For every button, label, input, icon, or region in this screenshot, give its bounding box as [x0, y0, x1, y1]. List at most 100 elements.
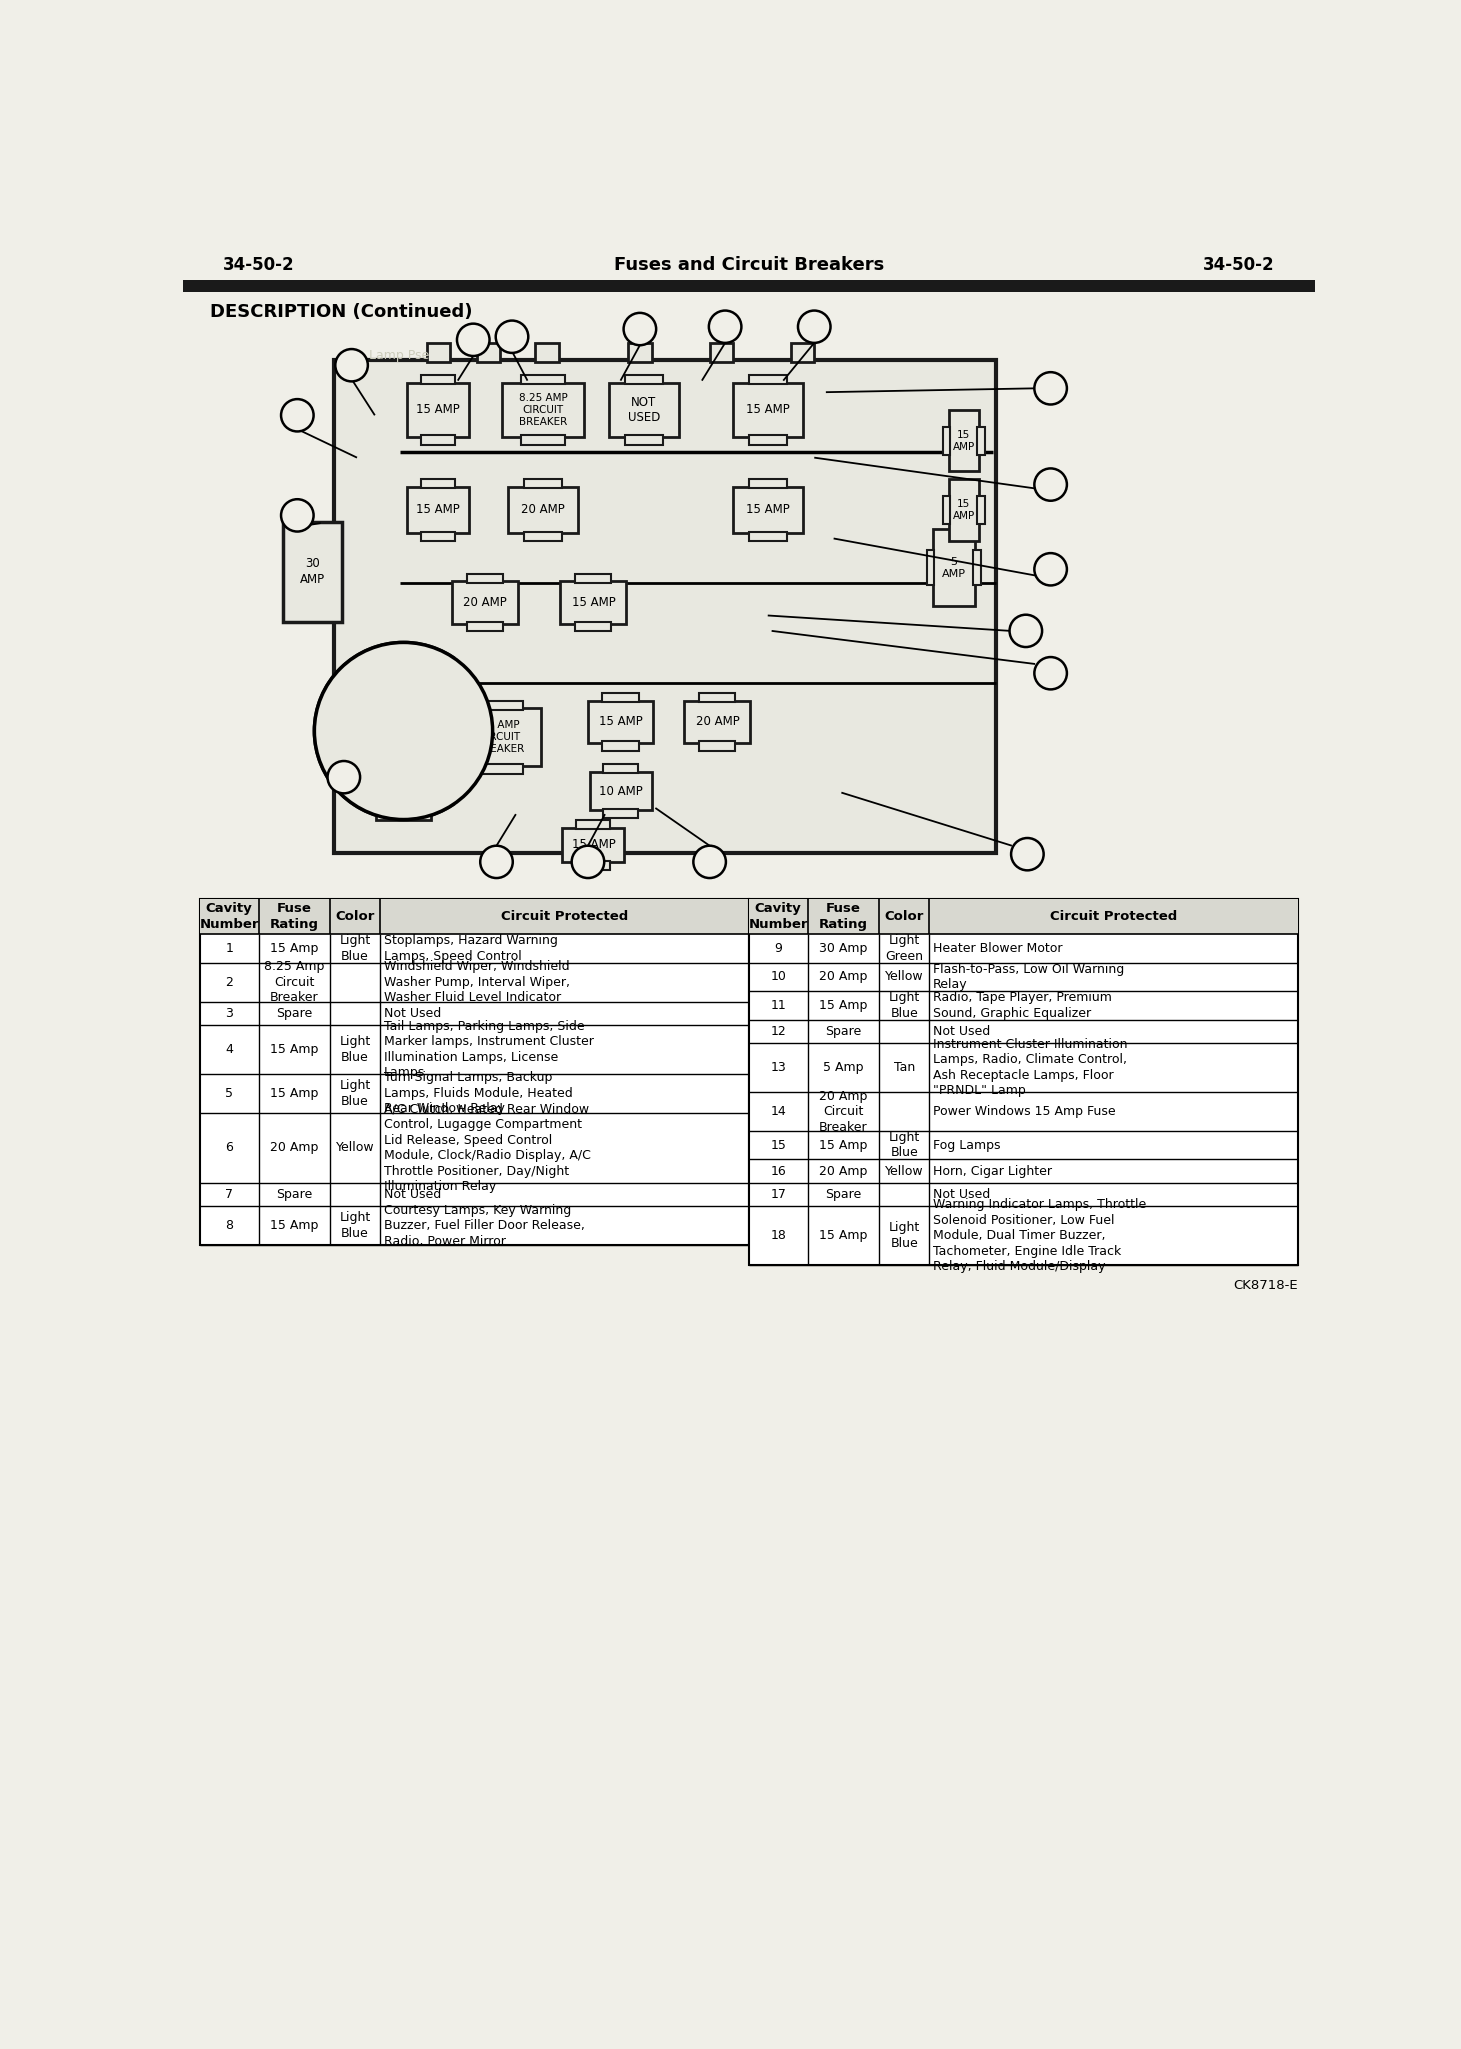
Bar	[700, 742, 735, 750]
Circle shape	[624, 313, 656, 344]
Text: 9: 9	[292, 508, 302, 522]
Text: Light
Blue: Light Blue	[339, 934, 371, 963]
Text: 20 AMP
CIRCUIT
BREAKER: 20 AMP CIRCUIT BREAKER	[476, 719, 524, 754]
Bar	[576, 574, 612, 582]
Bar	[561, 582, 627, 623]
Text: 4: 4	[809, 320, 818, 334]
Text: Power Windows 15 Amp Fuse: Power Windows 15 Amp Fuse	[934, 1104, 1116, 1119]
Text: Spare: Spare	[825, 1188, 862, 1201]
Text: Not Used: Not Used	[934, 1024, 991, 1037]
Text: 15 AMP: 15 AMP	[599, 715, 643, 727]
Text: 13: 13	[1042, 561, 1059, 576]
Text: 5
AMP: 5 AMP	[942, 557, 966, 578]
Text: Not Used: Not Used	[934, 1188, 991, 1201]
Text: 17: 17	[770, 1188, 786, 1201]
Circle shape	[281, 400, 314, 432]
Bar	[628, 342, 652, 363]
Text: 15 AMP: 15 AMP	[747, 504, 789, 516]
Circle shape	[1034, 658, 1067, 688]
Bar	[790, 342, 814, 363]
Text: Flash-to-Pass, Low Oil Warning
Relay: Flash-to-Pass, Low Oil Warning Relay	[934, 963, 1125, 992]
Circle shape	[336, 348, 368, 381]
Text: 15 Amp: 15 Amp	[270, 1086, 318, 1100]
Text: 1: 1	[225, 943, 234, 955]
Text: Tail Lamps, Parking Lamps, Side
Marker lamps, Instrument Cluster
Illumination La: Tail Lamps, Parking Lamps, Side Marker l…	[384, 1020, 595, 1080]
Circle shape	[1034, 373, 1067, 404]
Text: Circuit Protected: Circuit Protected	[1050, 910, 1178, 922]
Bar	[942, 496, 950, 525]
Text: 15 Amp: 15 Amp	[820, 1229, 868, 1242]
Bar	[733, 488, 802, 533]
Bar	[748, 375, 787, 385]
Bar	[926, 551, 935, 586]
Bar	[427, 342, 450, 363]
Bar	[700, 693, 735, 703]
Text: Cavity
Number: Cavity Number	[748, 902, 808, 930]
Text: Light
Blue: Light Blue	[339, 1035, 371, 1063]
Text: 20 Amp
Circuit
Breaker: 20 Amp Circuit Breaker	[820, 1090, 868, 1133]
Text: Yellow: Yellow	[885, 971, 923, 984]
Text: 20 Amp: 20 Amp	[820, 971, 868, 984]
Text: Light
Green: Light Green	[885, 934, 923, 963]
Text: 20 AMP: 20 AMP	[522, 504, 565, 516]
Text: 6: 6	[507, 330, 516, 344]
Text: 11: 11	[770, 1000, 786, 1012]
Text: 5: 5	[225, 1086, 234, 1100]
Bar	[603, 764, 637, 772]
Bar	[200, 900, 749, 1246]
Text: Not Used: Not Used	[384, 1006, 441, 1020]
Text: A/C Clutch, Heated Rear Window
Control, Lugagge Compartment
Lid Release, Speed C: A/C Clutch, Heated Rear Window Control, …	[384, 1102, 592, 1193]
Circle shape	[709, 311, 741, 342]
Text: NOT
USED: NOT USED	[628, 395, 660, 424]
Text: Stoplamps, Hazard Warning
Lamps, Speed Control: Stoplamps, Hazard Warning Lamps, Speed C…	[384, 934, 558, 963]
Text: 18: 18	[770, 1229, 786, 1242]
Text: Warning Indicator Lamps, Throttle
Solenoid Positioner, Low Fuel
Module, Dual Tim: Warning Indicator Lamps, Throttle Soleno…	[934, 1199, 1147, 1272]
Bar	[603, 809, 637, 818]
Bar	[503, 383, 584, 436]
Bar	[183, 281, 1315, 293]
Text: 15
AMP: 15 AMP	[953, 500, 974, 520]
Bar	[589, 772, 652, 809]
Text: 2: 2	[636, 322, 644, 336]
Text: Fuse
Rating: Fuse Rating	[818, 902, 868, 930]
Bar	[524, 479, 562, 488]
Bar	[377, 793, 431, 820]
Text: Turn Signal Lamps, Backup
Lamps, Fluids Module, Heated
Rear Window Relay: Turn Signal Lamps, Backup Lamps, Fluids …	[384, 1072, 573, 1115]
Bar	[283, 522, 342, 621]
Text: 11: 11	[335, 770, 352, 785]
Bar	[977, 426, 985, 455]
Text: 10 AMP: 10 AMP	[599, 785, 643, 797]
Text: 7: 7	[1046, 381, 1055, 395]
Text: Light
Blue: Light Blue	[339, 1080, 371, 1109]
Bar	[602, 693, 638, 703]
Bar	[748, 531, 787, 541]
Circle shape	[281, 500, 314, 531]
Text: 17: 17	[579, 854, 596, 869]
Text: 15 Amp: 15 Amp	[270, 943, 318, 955]
Text: 15 AMP: 15 AMP	[571, 596, 615, 609]
Bar	[520, 375, 565, 385]
Bar	[576, 820, 611, 830]
Text: 8: 8	[225, 1219, 234, 1231]
Text: 10: 10	[770, 971, 786, 984]
Bar	[973, 551, 980, 586]
Bar	[733, 383, 802, 436]
Bar	[460, 709, 541, 766]
Text: 12: 12	[1017, 623, 1034, 637]
Bar	[587, 701, 653, 744]
Bar	[624, 375, 663, 385]
Text: 15 AMP: 15 AMP	[747, 404, 789, 416]
Text: 10: 10	[288, 408, 307, 422]
Text: Color: Color	[884, 910, 923, 922]
Text: 30
AMP: 30 AMP	[300, 557, 324, 586]
Text: 30 Amp: 30 Amp	[820, 943, 868, 955]
Text: 15
AMP: 15 AMP	[953, 430, 974, 451]
Bar	[602, 742, 638, 750]
Text: Radio, Tape Player, Premium
Sound, Graphic Equalizer: Radio, Tape Player, Premium Sound, Graph…	[934, 992, 1112, 1020]
Text: Yellow: Yellow	[336, 1141, 374, 1154]
Text: 9: 9	[774, 943, 782, 955]
Circle shape	[314, 643, 492, 820]
Text: 15 Amp: 15 Amp	[270, 1219, 318, 1231]
Bar	[520, 434, 565, 445]
Text: 3: 3	[720, 320, 729, 334]
